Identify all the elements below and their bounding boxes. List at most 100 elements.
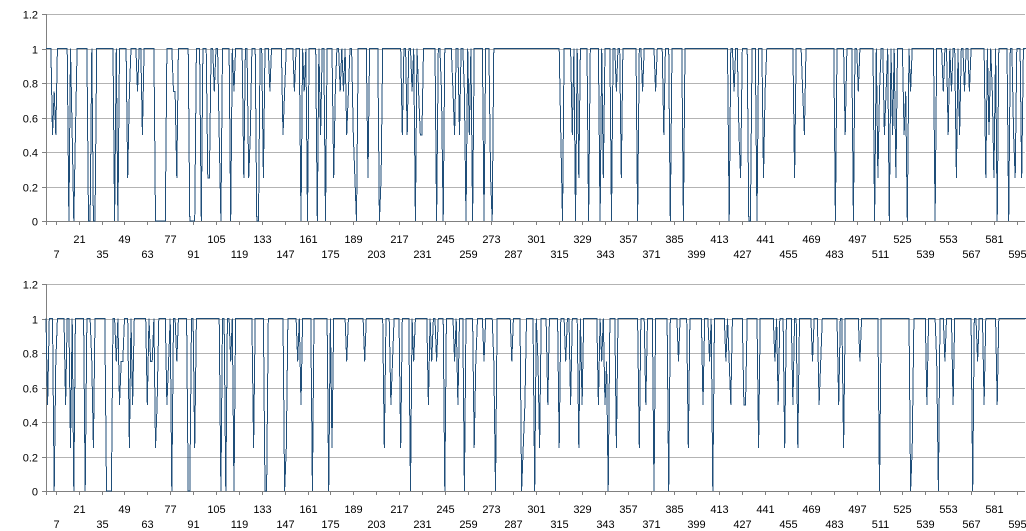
- x-tick-label: 455: [779, 519, 797, 531]
- x-tick-label: 273: [482, 234, 500, 246]
- x-tick-label: 469: [802, 504, 820, 516]
- x-tick-label: 63: [141, 249, 153, 261]
- x-tick-label: 343: [596, 249, 614, 261]
- x-tick-label: 399: [687, 519, 705, 531]
- y-tick-label: 0: [32, 487, 38, 499]
- x-tick-label: 161: [299, 504, 317, 516]
- series-line: [46, 48, 1026, 222]
- x-tick-label: 175: [321, 519, 339, 531]
- x-tick-label: 105: [207, 234, 225, 246]
- x-tick-label: 259: [459, 519, 477, 531]
- x-tick-label: 497: [848, 234, 866, 246]
- x-tick-label: 231: [413, 519, 431, 531]
- y-tick-label: 0.2: [23, 183, 38, 195]
- x-tick-label: 91: [187, 519, 199, 531]
- x-tick-label: 119: [231, 249, 249, 261]
- x-tick-label: 441: [756, 234, 774, 246]
- x-tick-label: 329: [573, 504, 591, 516]
- x-tick-label: 539: [916, 519, 934, 531]
- y-tick-label: 0.8: [23, 349, 38, 361]
- x-tick-label: 245: [436, 504, 454, 516]
- x-tick-label: 315: [550, 249, 568, 261]
- x-tick-label: 63: [141, 519, 153, 531]
- x-tick-label: 483: [825, 519, 843, 531]
- x-tick-label: 595: [1008, 249, 1026, 261]
- chart-panel-bottom: 00.20.40.60.811.221 49 77 105 133 161 189 217 24…: [23, 280, 1026, 531]
- x-tick-label: 217: [390, 234, 408, 246]
- x-tick-label: 217: [390, 504, 408, 516]
- x-tick-label: 525: [893, 234, 911, 246]
- x-tick-label: 203: [367, 249, 385, 261]
- x-tick-label: 511: [872, 519, 890, 531]
- x-tick-label: 455: [779, 249, 797, 261]
- x-tick-label: 539: [916, 249, 934, 261]
- x-tick-label: 511: [872, 249, 890, 261]
- x-tick-label: 7: [53, 249, 59, 261]
- x-tick-label: 301: [527, 234, 545, 246]
- x-tick-label: 287: [504, 249, 522, 261]
- x-tick-label: 469: [802, 234, 820, 246]
- x-tick-label: 371: [642, 519, 660, 531]
- x-tick-label: 161: [299, 234, 317, 246]
- x-tick-label: 553: [939, 504, 957, 516]
- x-tick-label: 147: [276, 249, 294, 261]
- x-tick-label: 133: [253, 234, 271, 246]
- y-tick-label: 1.2: [23, 280, 38, 292]
- x-tick-label: 21: [73, 504, 85, 516]
- x-tick-label: 35: [96, 519, 108, 531]
- x-tick-label: 315: [550, 519, 568, 531]
- y-tick-label: 1: [32, 315, 38, 327]
- x-tick-label: 427: [733, 249, 751, 261]
- x-tick-label: 77: [164, 504, 176, 516]
- x-tick-label: 77: [164, 234, 176, 246]
- x-tick-label: 497: [848, 504, 866, 516]
- x-tick-label: 133: [253, 504, 271, 516]
- y-tick-label: 1: [32, 45, 38, 57]
- y-tick-label: 0.6: [23, 114, 38, 126]
- x-tick-label: 189: [344, 504, 362, 516]
- x-tick-label: 119: [231, 519, 249, 531]
- y-tick-label: 0.8: [23, 79, 38, 91]
- x-tick-label: 385: [665, 234, 683, 246]
- x-tick-label: 581: [985, 504, 1003, 516]
- x-tick-label: 273: [482, 504, 500, 516]
- y-tick-label: 1.2: [23, 10, 38, 22]
- x-tick-label: 581: [985, 234, 1003, 246]
- x-tick-label: 91: [187, 249, 199, 261]
- x-tick-label: 105: [207, 504, 225, 516]
- x-tick-label: 399: [687, 249, 705, 261]
- chart-panel-top: 00.20.40.60.811.221 49 77 105 133 161 189 217 24…: [23, 10, 1026, 261]
- y-tick-label: 0.4: [23, 418, 38, 430]
- y-tick-label: 0.6: [23, 384, 38, 396]
- x-tick-label: 49: [118, 504, 130, 516]
- x-tick-label: 441: [756, 504, 774, 516]
- x-tick-label: 413: [710, 504, 728, 516]
- x-tick-label: 595: [1008, 519, 1026, 531]
- x-tick-label: 357: [619, 504, 637, 516]
- x-tick-label: 357: [619, 234, 637, 246]
- x-tick-label: 371: [642, 249, 660, 261]
- x-tick-label: 189: [344, 234, 362, 246]
- x-tick-label: 343: [596, 519, 614, 531]
- y-tick-label: 0.2: [23, 453, 38, 465]
- x-tick-label: 287: [504, 519, 522, 531]
- y-tick-label: 0: [32, 217, 38, 229]
- x-tick-label: 553: [939, 234, 957, 246]
- series-line: [45, 318, 1026, 492]
- x-tick-label: 413: [710, 234, 728, 246]
- x-tick-label: 385: [665, 504, 683, 516]
- x-tick-label: 567: [962, 249, 980, 261]
- x-tick-label: 21: [73, 234, 85, 246]
- x-tick-label: 525: [893, 504, 911, 516]
- x-tick-label: 231: [413, 249, 431, 261]
- x-tick-label: 203: [367, 519, 385, 531]
- x-tick-label: 567: [962, 519, 980, 531]
- x-tick-label: 49: [118, 234, 130, 246]
- x-tick-label: 427: [733, 519, 751, 531]
- y-tick-label: 0.4: [23, 148, 38, 160]
- x-tick-label: 301: [527, 504, 545, 516]
- x-tick-label: 245: [436, 234, 454, 246]
- x-tick-label: 7: [53, 519, 59, 531]
- x-tick-label: 259: [459, 249, 477, 261]
- x-tick-label: 175: [321, 249, 339, 261]
